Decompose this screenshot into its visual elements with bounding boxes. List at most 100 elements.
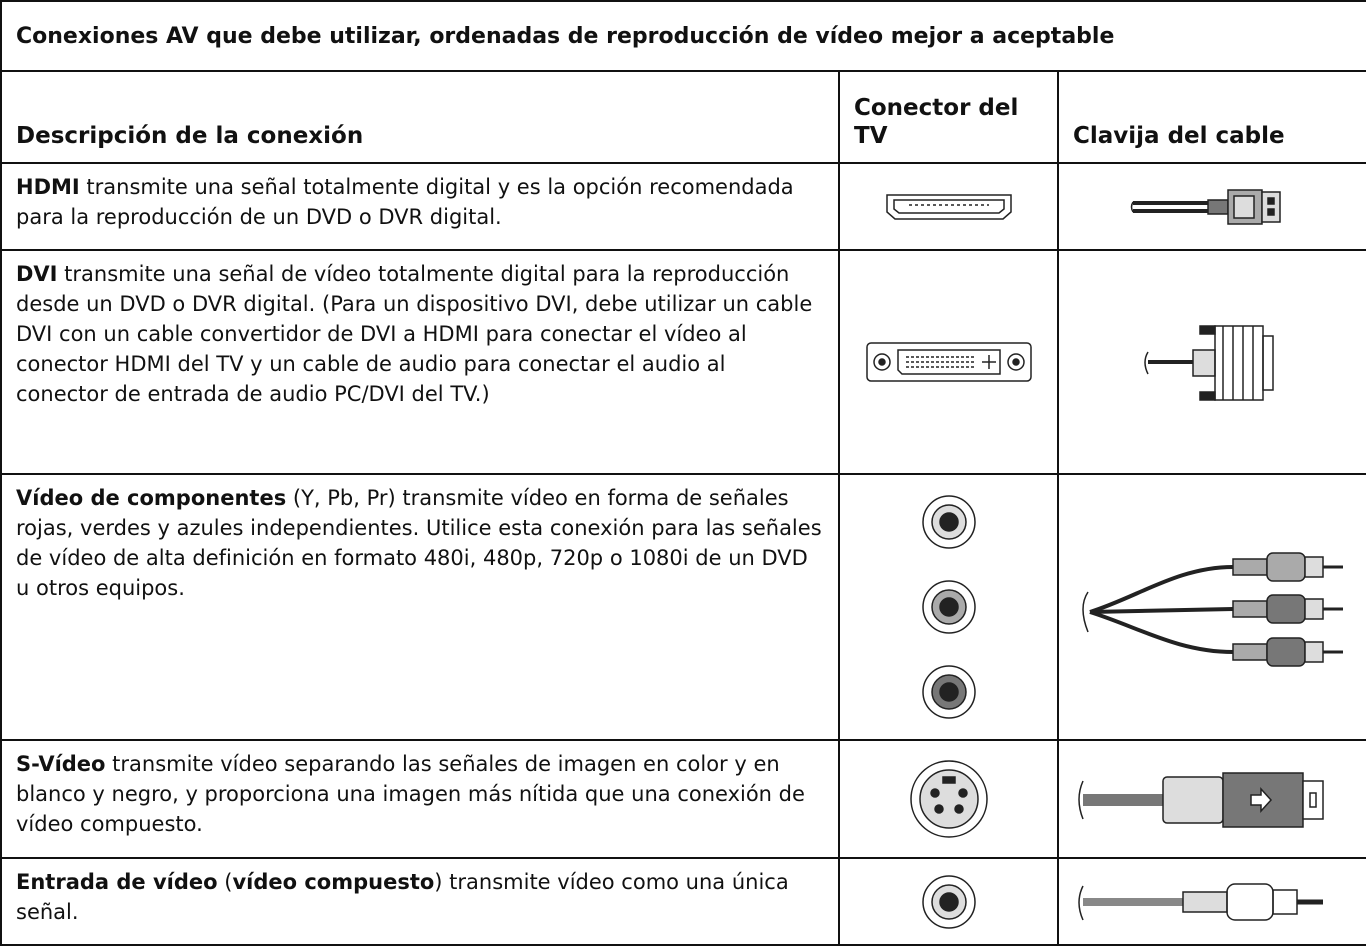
column-header: Conector del TV (838, 70, 1059, 164)
icon-shape (1232, 194, 1255, 219)
icon-shape (1266, 207, 1275, 216)
body-text: transmite una señal totalmente digital y… (16, 175, 794, 229)
tv-connector-cell (838, 857, 1059, 946)
icon-shape (929, 788, 940, 798)
bold-text: HDMI (16, 175, 80, 199)
icon-shape (1077, 780, 1084, 820)
icon-shape (1261, 335, 1274, 391)
tv-connector-cell (838, 473, 1059, 741)
icon-shape (933, 804, 944, 814)
table-title: Conexiones AV que debe utilizar, ordenad… (0, 0, 1366, 72)
icon-shape (1303, 598, 1324, 620)
header-row: Descripción de la conexión Conector del … (0, 70, 1366, 164)
column-header: Descripción de la conexión (0, 70, 840, 164)
icon-shape (1308, 792, 1317, 808)
row: S-Vídeo transmite vídeo separando las se… (0, 739, 1366, 859)
bold-text: S-Vídeo (16, 752, 106, 776)
body-text: transmite vídeo separando las señales de… (16, 752, 805, 836)
bold-text: Entrada de vídeo (16, 870, 218, 894)
cable-plug-cell (1056, 739, 1366, 859)
bold-text: vídeo compuesto (232, 870, 435, 894)
icon-shape (921, 665, 976, 719)
row: DVI transmite una señal de vídeo totalme… (0, 249, 1366, 475)
icon-shape (938, 891, 959, 912)
icon-shape (1266, 196, 1275, 205)
icon-shape (957, 788, 968, 798)
cable-plug-cell (1056, 162, 1366, 251)
s-video-plug-icon (1077, 772, 1324, 828)
icon-shape (877, 358, 886, 366)
description: Vídeo de componentes (Y, Pb, Pr) transmi… (0, 473, 840, 741)
icon-shape (1006, 353, 1025, 371)
cable-plug-cell (1056, 249, 1366, 475)
title-row: Conexiones AV que debe utilizar, ordenad… (0, 0, 1366, 72)
description: DVI transmite una señal de vídeo totalme… (0, 249, 840, 475)
hdmi-port-icon (885, 193, 1012, 220)
icon-shape (1077, 885, 1084, 920)
icon-shape (1198, 325, 1216, 335)
icon-shape (1130, 201, 1134, 212)
icon-shape (1231, 600, 1268, 618)
row: Vídeo de componentes (Y, Pb, Pr) transmi… (0, 473, 1366, 741)
icon-shape (1011, 358, 1020, 366)
icon-shape (896, 349, 1001, 375)
hdmi-plug-icon (1130, 188, 1281, 225)
dvi-plug-icon (1143, 325, 1274, 401)
icon-shape (1191, 349, 1216, 377)
icon-shape (938, 512, 959, 532)
body-text: transmite una señal de vídeo totalmente … (16, 262, 813, 406)
icon-shape (1231, 637, 1343, 667)
icon-shape (872, 353, 891, 371)
tv-connector-cell (838, 249, 1059, 475)
row: HDMI transmite una señal totalmente digi… (0, 162, 1366, 251)
description: S-Vídeo transmite vídeo separando las se… (0, 739, 840, 859)
tv-connector-cell (838, 739, 1059, 859)
icon-shape (1231, 552, 1343, 582)
composite-plug-icon (1077, 882, 1323, 921)
icon-shape (865, 342, 1032, 382)
icon-shape (1231, 558, 1268, 576)
bold-text: DVI (16, 262, 58, 286)
s-video-jack-icon (909, 760, 988, 838)
icon-shape (1249, 787, 1272, 813)
component-plugs-icon (1081, 552, 1343, 667)
icon-shape (1260, 190, 1281, 223)
composite-jack-icon (921, 874, 976, 929)
description: HDMI transmite una señal totalmente digi… (0, 162, 840, 251)
body-text: ) transmite vídeo como una única señal. (16, 870, 789, 924)
icon-shape (1088, 610, 1233, 654)
icon-shape (921, 580, 976, 634)
cable-plug-cell (1056, 857, 1366, 946)
row: Entrada de vídeo (vídeo compuesto) trans… (0, 857, 1366, 946)
icon-shape (1303, 641, 1324, 663)
component-jacks-icon (921, 495, 976, 719)
icon-shape (1143, 351, 1149, 375)
icon-shape (921, 495, 976, 549)
icon-shape (909, 760, 988, 838)
icon-shape (1265, 637, 1306, 667)
icon-shape (1181, 890, 1228, 913)
icon-shape (921, 874, 976, 929)
icon-shape (938, 597, 959, 617)
body-text: ( (217, 870, 233, 894)
icon-shape (953, 804, 964, 814)
icon-shape (918, 769, 979, 829)
icon-shape (1225, 882, 1274, 921)
icon-shape (1301, 780, 1324, 820)
icon-shape (938, 682, 959, 702)
icon-shape (1231, 643, 1268, 661)
icon-shape (1081, 591, 1089, 633)
icon-shape (885, 193, 1012, 220)
description: Entrada de vídeo (vídeo compuesto) trans… (0, 857, 840, 946)
icon-shape (941, 776, 956, 784)
icon-shape (1088, 565, 1233, 614)
icon-shape (1213, 325, 1264, 401)
icon-shape (1198, 391, 1216, 401)
icon-shape (1206, 198, 1229, 215)
bold-text: Vídeo de componentes (16, 486, 287, 510)
column-header: Clavija del cable (1056, 70, 1366, 164)
tv-connector-cell (838, 162, 1059, 251)
